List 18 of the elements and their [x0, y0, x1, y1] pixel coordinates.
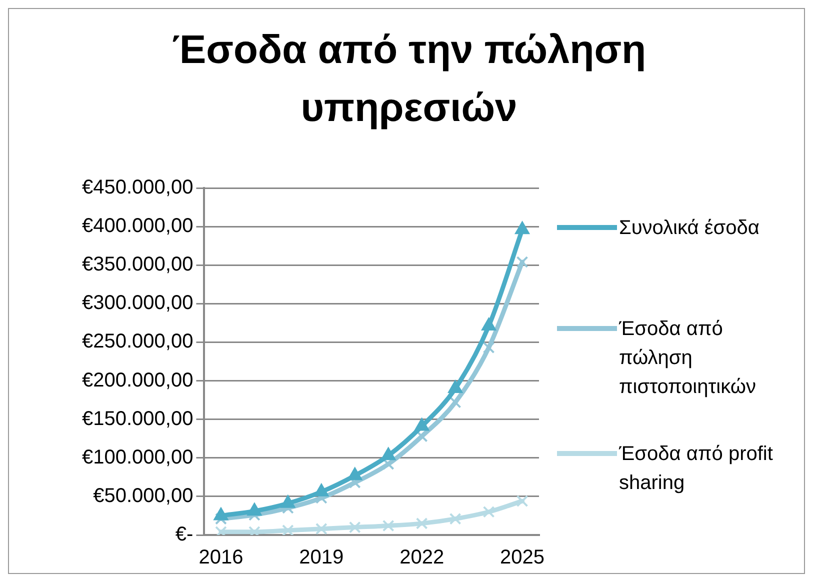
legend-label: Έσοδα από profit sharing [618, 442, 774, 496]
chart-title: Έσοδα από την πώληση υπηρεσιών [170, 27, 648, 132]
y-tick-label: €200.000,00 [82, 369, 194, 392]
legend-label: Έσοδα από πώληση πιστοποιητικών [618, 317, 757, 400]
y-tick-label: €300.000,00 [82, 292, 194, 314]
y-tick-label: €450.000,00 [82, 176, 194, 199]
y-tick-label: €350.000,00 [82, 254, 194, 276]
y-tick-label: €50.000,00 [93, 484, 194, 507]
x-tick-label: 2019 [299, 546, 344, 569]
y-tick-label: €- [175, 524, 194, 546]
legend-label: Συνολικά έσοδα [618, 216, 760, 241]
x-tick-label: 2022 [400, 546, 444, 569]
y-tick-label: €150.000,00 [82, 408, 194, 430]
x-tick-label: 2025 [500, 546, 545, 569]
y-tick-label: €100.000,00 [82, 446, 194, 468]
y-tick-label: €400.000,00 [82, 215, 194, 238]
y-tick-label: €250.000,00 [82, 330, 194, 353]
x-tick-label: 2016 [198, 546, 244, 569]
